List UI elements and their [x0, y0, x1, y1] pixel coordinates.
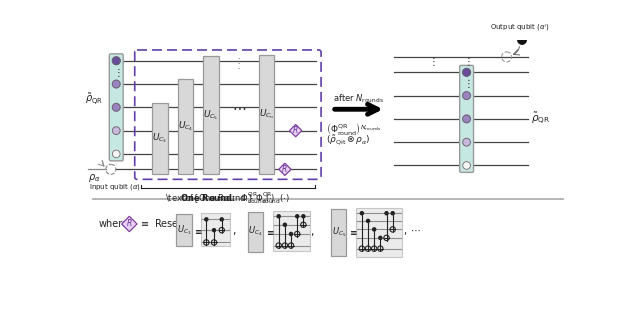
Circle shape [463, 162, 470, 169]
Circle shape [220, 218, 223, 221]
Circle shape [463, 69, 470, 76]
Circle shape [385, 212, 388, 215]
Text: \textbf{One Round:} $\Phi^\mathrm{QR}_\mathrm{round}(\cdot)$: \textbf{One Round:} $\Phi^\mathrm{QR}_\m… [165, 190, 291, 206]
Text: .: . [237, 59, 240, 65]
Text: $\tilde{\rho}_\mathrm{QR}$: $\tilde{\rho}_\mathrm{QR}$ [531, 111, 550, 127]
Circle shape [212, 229, 216, 232]
Bar [178, 80, 193, 174]
Text: $\rho_\alpha$: $\rho_\alpha$ [88, 171, 100, 183]
Text: $\equiv$: $\equiv$ [193, 226, 204, 236]
Text: R: R [127, 219, 132, 228]
FancyBboxPatch shape [460, 65, 474, 172]
Text: after $N_\mathrm{rounds}$: after $N_\mathrm{rounds}$ [333, 92, 384, 105]
Text: $U_{C_{3}}$: $U_{C_{3}}$ [152, 132, 168, 145]
Text: .: . [237, 54, 240, 60]
Bar [248, 212, 263, 252]
Bar [176, 214, 192, 246]
Text: Input qubit ($\alpha$): Input qubit ($\alpha$) [90, 182, 141, 192]
Circle shape [360, 212, 364, 215]
Text: $\cdots$: $\cdots$ [232, 100, 246, 114]
Polygon shape [289, 125, 302, 137]
Circle shape [463, 92, 470, 100]
Text: $\vdots$: $\vdots$ [463, 55, 470, 68]
Text: $\equiv$: $\equiv$ [348, 227, 359, 237]
Polygon shape [122, 216, 137, 232]
Text: $\vdots$: $\vdots$ [463, 78, 470, 91]
Bar [331, 208, 346, 256]
Text: where: where [99, 219, 129, 229]
Circle shape [379, 236, 382, 239]
Text: Output qubit ($\alpha'$): Output qubit ($\alpha'$) [490, 23, 550, 34]
Circle shape [463, 138, 470, 146]
Bar [152, 103, 168, 174]
Text: $U_{C_{4}}$: $U_{C_{4}}$ [248, 225, 263, 238]
Circle shape [284, 223, 287, 226]
Circle shape [391, 212, 394, 215]
Circle shape [113, 57, 120, 65]
Text: $U_{C_{4}}$: $U_{C_{4}}$ [178, 120, 193, 134]
Text: $U_{C_{n}}$: $U_{C_{n}}$ [259, 108, 274, 121]
Circle shape [296, 215, 299, 218]
FancyBboxPatch shape [109, 54, 123, 161]
Text: $U_{C_{3}}$: $U_{C_{3}}$ [177, 223, 191, 237]
Polygon shape [279, 163, 291, 175]
Bar [259, 55, 274, 174]
Circle shape [289, 232, 292, 235]
Text: $\left(\Phi^\mathrm{QR}_\mathrm{round}\right)^{N_\mathrm{rounds}}$: $\left(\Phi^\mathrm{QR}_\mathrm{round}\r… [326, 121, 382, 137]
Circle shape [277, 215, 280, 218]
Circle shape [205, 218, 208, 221]
Circle shape [113, 127, 120, 135]
Bar [356, 208, 402, 257]
Text: $,\;\cdots$: $,\;\cdots$ [403, 227, 422, 237]
Text: $U_{C_{5}}$: $U_{C_{5}}$ [332, 226, 346, 239]
Text: ,: , [232, 226, 236, 236]
Circle shape [302, 215, 305, 218]
Text: ,: , [310, 227, 314, 237]
Text: $\equiv$: $\equiv$ [265, 227, 276, 237]
Circle shape [113, 150, 120, 158]
Text: R: R [293, 126, 298, 135]
Text: One Round:  $\Phi^\mathrm{QR}_\mathrm{round}(\cdot)$: One Round: $\Phi^\mathrm{QR}_\mathrm{rou… [180, 190, 276, 206]
Text: $U_{C_{5}}$: $U_{C_{5}}$ [204, 108, 219, 122]
Text: R: R [282, 165, 287, 174]
Bar [201, 213, 230, 245]
Circle shape [113, 104, 120, 111]
Text: .: . [237, 64, 240, 70]
Circle shape [518, 36, 526, 44]
Bar [273, 211, 310, 251]
Text: $(\tilde{\rho}_\mathrm{Qit}\otimes\rho_\alpha)$: $(\tilde{\rho}_\mathrm{Qit}\otimes\rho_\… [326, 134, 371, 148]
Circle shape [113, 80, 120, 88]
Circle shape [372, 228, 376, 231]
Circle shape [367, 219, 369, 222]
Text: $\tilde{\rho}_\mathrm{QR}$: $\tilde{\rho}_\mathrm{QR}$ [86, 92, 104, 108]
Text: $\equiv$ Reset ,: $\equiv$ Reset , [140, 217, 189, 230]
Text: $\vdots$: $\vdots$ [113, 66, 120, 79]
Bar [204, 56, 219, 174]
Circle shape [463, 115, 470, 123]
Text: $\vdots$: $\vdots$ [428, 55, 436, 68]
